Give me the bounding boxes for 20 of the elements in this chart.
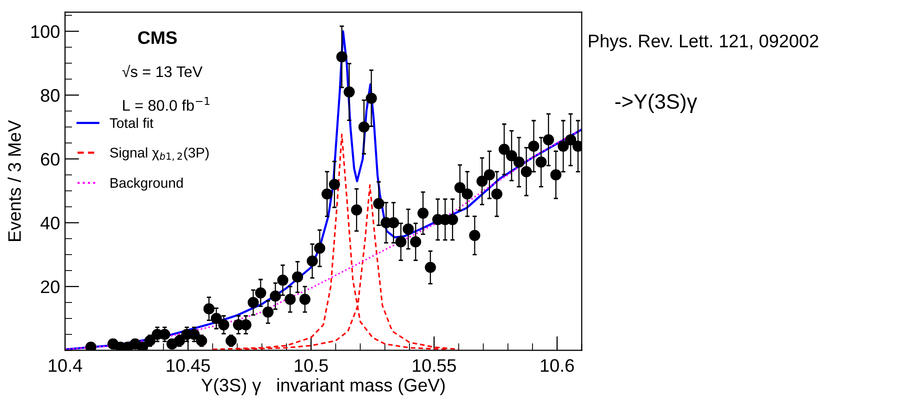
y-tick-label: 80 xyxy=(40,89,60,102)
y-tick-label: 40 xyxy=(40,216,60,230)
y-tick-label: 100 xyxy=(31,25,60,38)
x-tick-label: 10.55 xyxy=(412,359,456,372)
annotation: CMS xyxy=(138,31,177,44)
legend-label: Signal χ$_{b1,2}$(3P) xyxy=(110,147,209,161)
legend-label: Background xyxy=(110,178,183,191)
y-axis-title: Events / 3 MeV xyxy=(8,120,21,241)
x-tick-label: 10.4 xyxy=(48,359,82,372)
legend-label: Total fit xyxy=(110,118,154,128)
x-axis-title: Y(3S) γ invariant mass (GeV) xyxy=(201,378,445,396)
text: Phys. Rev. Lett. 121, 092002 xyxy=(589,34,818,51)
text: ->Y(3S)γ xyxy=(615,94,698,113)
x-tick-label: 10.45 xyxy=(166,359,210,372)
y-tick-label: 60 xyxy=(41,152,60,166)
annotation: L = 80.0 fb$^{−1}$ xyxy=(123,97,210,111)
x-tick-label: 10.5 xyxy=(294,359,328,372)
y-tick-label: 20 xyxy=(41,280,60,294)
x-tick-label: 10.6 xyxy=(540,359,574,372)
annotation: √s = 13 TeV xyxy=(122,64,203,78)
